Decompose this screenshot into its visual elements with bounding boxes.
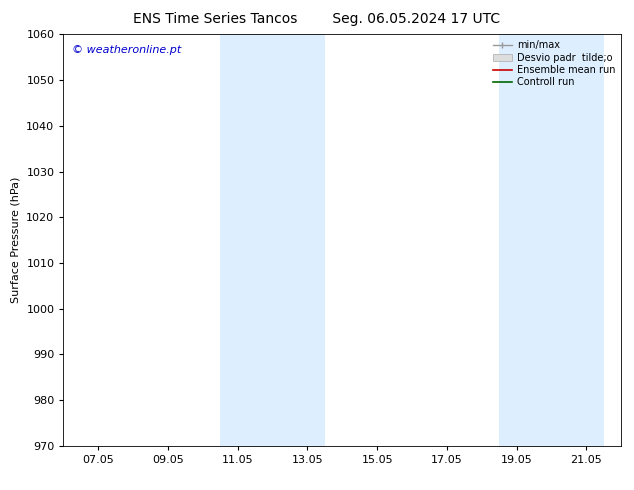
Text: © weatheronline.pt: © weatheronline.pt [72,45,181,54]
Y-axis label: Surface Pressure (hPa): Surface Pressure (hPa) [11,177,21,303]
Bar [221,34,325,446]
Text: ENS Time Series Tancos        Seg. 06.05.2024 17 UTC: ENS Time Series Tancos Seg. 06.05.2024 1… [133,12,501,26]
Bar [500,34,604,446]
Legend: min/max, Desvio padr  tilde;o, Ensemble mean run, Controll run: min/max, Desvio padr tilde;o, Ensemble m… [489,37,618,90]
